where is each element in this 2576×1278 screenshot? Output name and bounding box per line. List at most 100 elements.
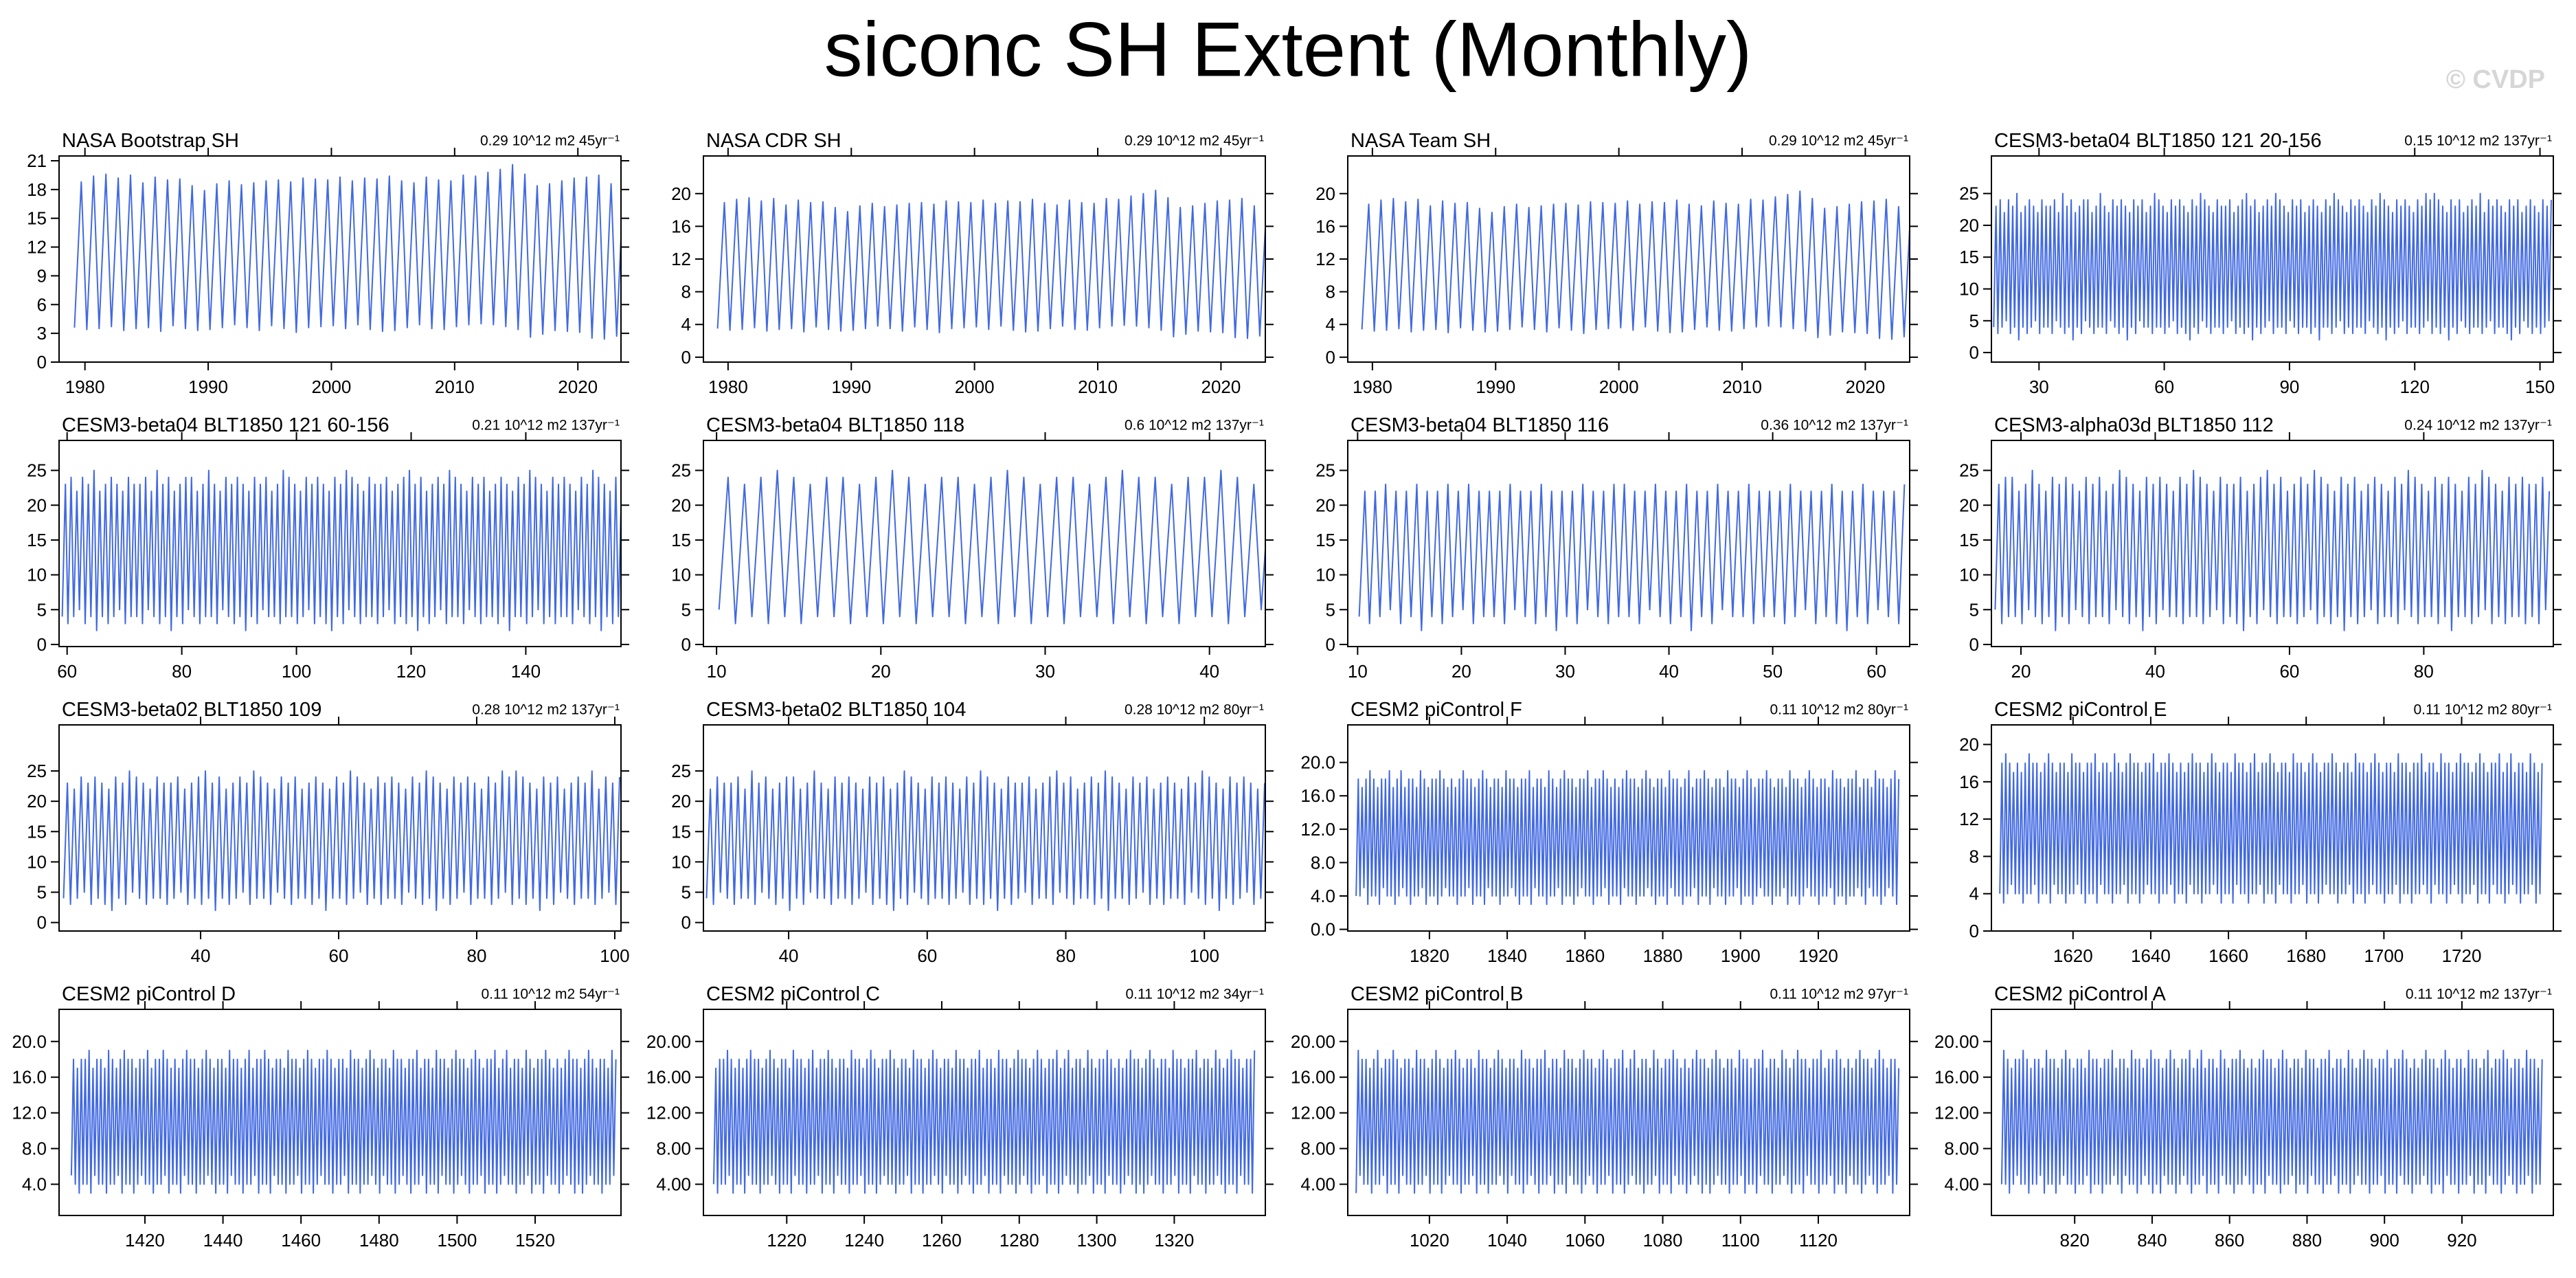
panel-subtitle: 0.11 10^12 m2 137yr⁻¹ [2406,987,2552,1002]
x-tick-label: 60 [57,661,77,682]
x-tick-label: 40 [1199,661,1219,682]
series-line [61,469,621,631]
y-tick-label: 15 [27,821,47,842]
x-tick-label: 1100 [1721,1230,1760,1251]
x-tick-label: 860 [2215,1230,2244,1251]
y-tick-label: 0 [1969,634,1979,655]
panel-title: NASA Team SH [1351,130,1491,152]
y-tick-label: 4.00 [1300,1174,1335,1195]
x-tick-label: 1990 [831,377,871,397]
x-tick-label: 1980 [65,377,105,397]
x-tick-label: 2000 [312,377,352,397]
y-tick-label: 12 [27,237,47,258]
y-tick-label: 25 [27,761,47,781]
y-tick-label: 0 [681,912,691,933]
y-tick-label: 4 [1969,884,1979,904]
y-tick-label: 4 [681,314,691,335]
y-tick-label: 20 [1959,735,1979,755]
y-tick-label: 15 [27,530,47,550]
panel-subtitle: 0.29 10^12 m2 45yr⁻¹ [1125,133,1264,149]
y-tick-label: 8.00 [656,1139,691,1159]
x-tick-label: 1460 [281,1230,321,1251]
x-tick-label: 1120 [1799,1230,1838,1251]
plot-frame [58,724,622,932]
y-tick-label: 25 [1959,460,1979,481]
panel-title: CESM3-beta02 BLT1850 109 [62,699,321,721]
x-tick-label: 2020 [1201,377,1241,397]
series-line [1361,190,1910,340]
plot-frame [58,1009,622,1216]
y-tick-label: 20 [671,791,691,811]
y-tick-label: 5 [681,882,691,903]
y-tick-label: 21 [27,150,47,171]
x-tick-label: 1680 [2286,945,2326,966]
y-tick-label: 15 [1959,247,1979,267]
y-tick-label: 16.00 [646,1067,691,1088]
y-tick-label: 8.00 [1944,1139,1979,1159]
y-tick-label: 16.00 [1934,1067,1979,1088]
panel-subtitle: 0.11 10^12 m2 54yr⁻¹ [482,987,620,1002]
panel-subtitle: 0.15 10^12 m2 137yr⁻¹ [2404,133,2552,149]
y-tick-label: 0 [37,634,47,655]
y-tick-label: 8 [1326,282,1335,302]
y-tick-label: 10 [1959,565,1979,585]
y-tick-label: 0 [37,912,47,933]
plot-frame [1991,1009,2554,1216]
y-tick-label: 16.0 [1300,785,1335,806]
x-tick-label: 80 [467,945,487,966]
y-tick-label: 4.0 [22,1174,47,1195]
x-tick-label: 1260 [922,1230,962,1251]
plot-frame [1347,1009,1910,1216]
x-tick-label: 80 [2414,661,2434,682]
x-tick-label: 1060 [1565,1230,1605,1251]
panel-subtitle: 0.36 10^12 m2 137yr⁻¹ [1761,418,1908,434]
series-line [1355,770,1900,906]
panel-subtitle: 0.29 10^12 m2 45yr⁻¹ [1769,133,1908,149]
x-tick-label: 60 [1866,661,1886,682]
x-tick-label: 40 [2145,661,2165,682]
y-tick-label: 15 [671,821,691,842]
y-tick-label: 20.00 [646,1031,691,1052]
y-tick-label: 0.0 [1311,919,1335,940]
x-tick-label: 50 [1763,661,1783,682]
series-line [1994,469,2551,631]
series-line [1999,753,2543,904]
series-line [718,469,1265,625]
y-tick-label: 25 [1959,183,1979,204]
x-tick-label: 120 [396,661,426,682]
x-tick-label: 1020 [1410,1230,1449,1251]
y-tick-label: 8 [681,282,691,302]
y-tick-label: 6 [37,294,47,315]
x-tick-label: 60 [2279,661,2299,682]
y-tick-label: 8.0 [1311,852,1335,873]
y-tick-label: 10 [671,851,691,872]
panel: NASA Bootstrap SH 0.29 10^12 m2 45yr⁻¹ 198… [27,130,629,397]
y-tick-label: 5 [37,599,47,620]
x-tick-label: 1880 [1643,945,1683,966]
y-tick-label: 0 [1326,634,1335,655]
series-line [74,164,621,340]
y-tick-label: 0 [1969,921,1979,941]
y-tick-label: 9 [37,265,47,286]
y-tick-label: 25 [671,460,691,481]
y-tick-label: 5 [1969,311,1979,331]
plot-frame [703,1009,1266,1216]
y-tick-label: 0 [681,347,691,368]
x-tick-label: 100 [282,661,311,682]
x-tick-label: 100 [600,945,629,966]
x-tick-label: 60 [2154,377,2174,397]
panel-title: CESM3-beta04 BLT1850 118 [706,414,964,436]
y-tick-label: 8.0 [22,1139,47,1159]
y-tick-label: 18 [27,179,47,200]
y-tick-label: 20 [27,791,47,811]
x-tick-label: 1280 [999,1230,1039,1251]
panel-title: CESM3-beta04 BLT1850 116 [1351,414,1609,436]
x-tick-label: 1900 [1721,945,1761,966]
x-tick-label: 60 [917,945,937,966]
x-tick-label: 1520 [515,1230,555,1251]
x-tick-label: 1660 [2208,945,2248,966]
x-tick-label: 2010 [1722,377,1762,397]
y-tick-label: 12 [671,249,691,269]
x-tick-label: 10 [1348,661,1368,682]
